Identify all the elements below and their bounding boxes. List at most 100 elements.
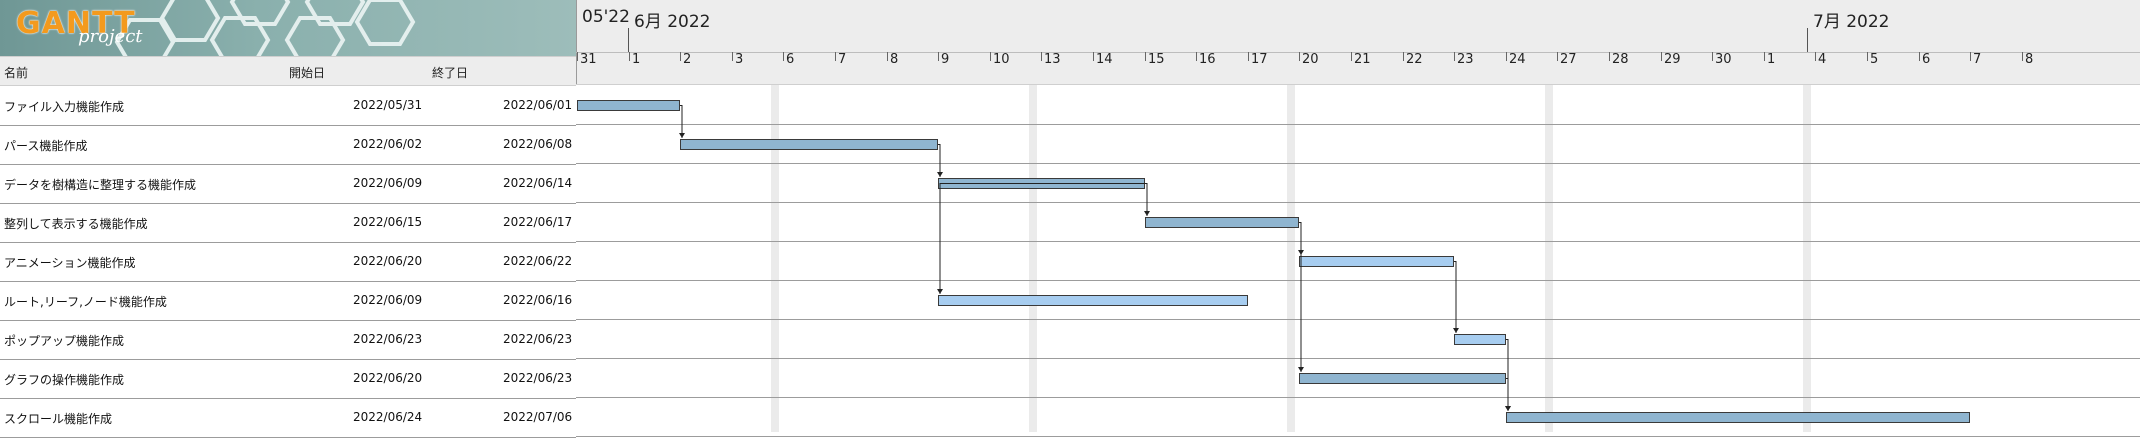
month-label-june: 6月 2022 bbox=[634, 12, 711, 32]
task-end: 2022/06/08 bbox=[503, 137, 573, 151]
dependency-arrow bbox=[1299, 222, 1302, 372]
task-bar[interactable] bbox=[1299, 256, 1454, 267]
day-tick bbox=[680, 52, 681, 61]
ganttproject-logo: GANTT project bbox=[0, 0, 576, 56]
day-tick bbox=[835, 52, 836, 61]
day-tick bbox=[783, 52, 784, 61]
task-bar[interactable] bbox=[577, 100, 680, 111]
day-tick bbox=[732, 52, 733, 61]
column-header-start[interactable]: 開始日 bbox=[289, 66, 326, 80]
task-bar[interactable] bbox=[938, 295, 1248, 306]
month-boundary-june bbox=[628, 28, 629, 52]
task-bar[interactable] bbox=[1506, 412, 1970, 423]
timeline-header bbox=[576, 0, 2140, 85]
weekend-stripe bbox=[1287, 85, 1295, 432]
weekend-stripe bbox=[1803, 85, 1811, 432]
day-tick bbox=[1506, 52, 1507, 61]
month-boundary-july bbox=[1807, 28, 1808, 52]
table-row[interactable]: データを樹構造に整理する機能作成 2022/06/09 2022/06/14 bbox=[0, 164, 576, 204]
day-tick bbox=[1196, 52, 1197, 61]
task-end: 2022/07/06 bbox=[503, 410, 573, 424]
day-tick bbox=[1764, 52, 1765, 61]
day-label: 21 bbox=[1354, 52, 1371, 67]
column-header-end[interactable]: 終了日 bbox=[432, 66, 469, 80]
table-row[interactable]: ルート,リーフ,ノード機能作成 2022/06/09 2022/06/16 bbox=[0, 281, 576, 321]
task-start: 2022/06/09 bbox=[353, 176, 423, 190]
day-tick bbox=[990, 52, 991, 61]
day-tick bbox=[1557, 52, 1558, 61]
logo-subtext: project bbox=[78, 26, 143, 47]
weekend-stripe bbox=[1545, 85, 1553, 432]
day-label: 13 bbox=[1044, 52, 1061, 67]
dependency-arrow bbox=[939, 183, 1145, 294]
day-label: 7 bbox=[1973, 52, 1982, 67]
day-tick bbox=[1248, 52, 1249, 61]
chart-row-line bbox=[576, 124, 2140, 125]
day-label: 30 bbox=[1715, 52, 1732, 67]
task-end: 2022/06/14 bbox=[503, 176, 573, 190]
day-label: 4 bbox=[1818, 52, 1827, 67]
table-row[interactable]: グラフの操作機能作成 2022/06/20 2022/06/23 bbox=[0, 359, 576, 399]
chart-row-line bbox=[576, 280, 2140, 281]
logo-wordmark: GANTT bbox=[16, 6, 136, 41]
dependency-arrow bbox=[1454, 261, 1457, 333]
arrowhead-icon bbox=[1298, 367, 1304, 372]
task-name: ポップアップ機能作成 bbox=[4, 334, 125, 348]
hexagon-pattern-icon bbox=[114, 0, 416, 56]
day-tick bbox=[1609, 52, 1610, 61]
column-header-name[interactable]: 名前 bbox=[4, 66, 29, 80]
task-bar[interactable] bbox=[680, 139, 938, 150]
day-tick bbox=[1919, 52, 1920, 61]
table-row[interactable]: アニメーション機能作成 2022/06/20 2022/06/22 bbox=[0, 242, 576, 282]
arrowhead-icon bbox=[1453, 328, 1459, 333]
day-label: 9 bbox=[941, 52, 950, 67]
arrowhead-icon bbox=[1144, 211, 1150, 216]
task-name: 整列して表示する機能作成 bbox=[4, 217, 148, 231]
task-name: スクロール機能作成 bbox=[4, 412, 113, 426]
task-name: ルート,リーフ,ノード機能作成 bbox=[4, 295, 167, 309]
task-start: 2022/06/24 bbox=[353, 410, 423, 424]
table-row[interactable]: ファイル入力機能作成 2022/05/31 2022/06/01 bbox=[0, 86, 576, 126]
task-start: 2022/06/20 bbox=[353, 371, 423, 385]
day-tick bbox=[1661, 52, 1662, 61]
chart-row-line bbox=[576, 436, 2140, 437]
task-bar[interactable] bbox=[1145, 217, 1299, 228]
day-label: 3 bbox=[735, 52, 744, 67]
day-label: 28 bbox=[1612, 52, 1629, 67]
day-label: 5 bbox=[1870, 52, 1879, 67]
day-label: 16 bbox=[1199, 52, 1216, 67]
task-start: 2022/05/31 bbox=[353, 98, 423, 112]
task-start: 2022/06/15 bbox=[353, 215, 423, 229]
chart-row-line bbox=[576, 163, 2140, 164]
month-label-may: 05'22 bbox=[582, 7, 630, 27]
task-bar[interactable] bbox=[1454, 334, 1506, 345]
task-name: グラフの操作機能作成 bbox=[4, 373, 125, 387]
chart-row-line bbox=[576, 241, 2140, 242]
day-label: 14 bbox=[1096, 52, 1113, 67]
day-label: 22 bbox=[1406, 52, 1423, 67]
arrowhead-icon bbox=[937, 172, 943, 177]
day-label: 6 bbox=[786, 52, 795, 67]
day-label: 2 bbox=[683, 52, 692, 67]
day-tick bbox=[2022, 52, 2023, 61]
task-start: 2022/06/09 bbox=[353, 293, 423, 307]
dependency-arrow bbox=[1506, 378, 1509, 411]
table-row[interactable]: 整列して表示する機能作成 2022/06/15 2022/06/17 bbox=[0, 203, 576, 243]
day-tick bbox=[1299, 52, 1300, 61]
arrowhead-icon bbox=[1505, 406, 1511, 411]
day-label: 10 bbox=[993, 52, 1010, 67]
panel-divider[interactable] bbox=[576, 0, 577, 84]
task-start: 2022/06/23 bbox=[353, 332, 423, 346]
day-tick bbox=[577, 52, 578, 61]
task-bar[interactable] bbox=[1299, 373, 1506, 384]
table-row[interactable]: ポップアップ機能作成 2022/06/23 2022/06/23 bbox=[0, 320, 576, 360]
day-label: 23 bbox=[1457, 52, 1474, 67]
day-tick bbox=[1454, 52, 1455, 61]
table-row[interactable]: パース機能作成 2022/06/02 2022/06/08 bbox=[0, 125, 576, 165]
weekend-stripe bbox=[771, 85, 779, 432]
day-tick bbox=[1970, 52, 1971, 61]
day-label: 24 bbox=[1509, 52, 1526, 67]
day-label: 1 bbox=[632, 52, 641, 67]
